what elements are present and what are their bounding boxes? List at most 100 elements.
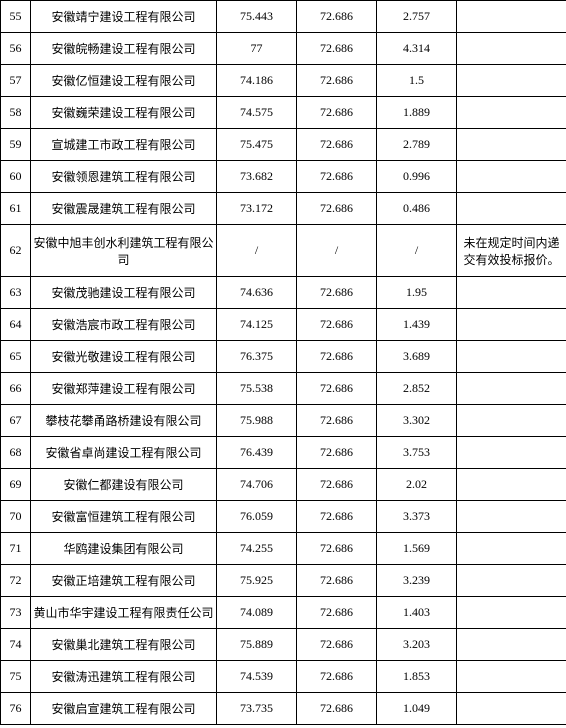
- cell-val1: 76.059: [217, 501, 297, 533]
- cell-idx: 69: [1, 469, 31, 501]
- cell-val1: 74.089: [217, 597, 297, 629]
- cell-val3: 1.569: [377, 533, 457, 565]
- cell-val2: 72.686: [297, 1, 377, 33]
- cell-idx: 56: [1, 33, 31, 65]
- cell-val3: 1.889: [377, 97, 457, 129]
- cell-idx: 74: [1, 629, 31, 661]
- cell-idx: 70: [1, 501, 31, 533]
- cell-name: 安徽启宣建筑工程有限公司: [31, 693, 217, 725]
- table-row: 72安徽正培建筑工程有限公司75.92572.6863.239: [1, 565, 566, 597]
- cell-val3: 2.757: [377, 1, 457, 33]
- cell-name: 安徽省卓尚建设工程有限公司: [31, 437, 217, 469]
- cell-name: 安徽亿恒建设工程有限公司: [31, 65, 217, 97]
- cell-val2: 72.686: [297, 565, 377, 597]
- cell-name: 安徽富恒建筑工程有限公司: [31, 501, 217, 533]
- cell-val3: /: [377, 225, 457, 277]
- cell-val2: 72.686: [297, 309, 377, 341]
- cell-val3: 3.373: [377, 501, 457, 533]
- table-row: 64安徽浩宸市政工程有限公司74.12572.6861.439: [1, 309, 566, 341]
- table-row: 60安徽领恩建筑工程有限公司73.68272.6860.996: [1, 161, 566, 193]
- cell-name: 安徽靖宁建设工程有限公司: [31, 1, 217, 33]
- cell-note: [457, 161, 566, 193]
- cell-val2: 72.686: [297, 501, 377, 533]
- cell-idx: 57: [1, 65, 31, 97]
- cell-name: 安徽仁都建设有限公司: [31, 469, 217, 501]
- cell-val1: 75.443: [217, 1, 297, 33]
- cell-idx: 75: [1, 661, 31, 693]
- cell-val2: 72.686: [297, 129, 377, 161]
- cell-val3: 3.689: [377, 341, 457, 373]
- cell-val1: 73.172: [217, 193, 297, 225]
- cell-val2: 72.686: [297, 533, 377, 565]
- cell-val2: 72.686: [297, 277, 377, 309]
- cell-name: 安徽巢北建筑工程有限公司: [31, 629, 217, 661]
- table-row: 59宣城建工市政工程有限公司75.47572.6862.789: [1, 129, 566, 161]
- cell-name: 黄山市华宇建设工程有限责任公司: [31, 597, 217, 629]
- cell-val2: 72.686: [297, 373, 377, 405]
- cell-name: 安徽领恩建筑工程有限公司: [31, 161, 217, 193]
- cell-idx: 61: [1, 193, 31, 225]
- cell-val1: 74.636: [217, 277, 297, 309]
- cell-val1: 75.925: [217, 565, 297, 597]
- table-row: 71华鸥建设集团有限公司74.25572.6861.569: [1, 533, 566, 565]
- cell-name: 安徽中旭丰创水利建筑工程有限公司: [31, 225, 217, 277]
- cell-val3: 2.852: [377, 373, 457, 405]
- cell-note: [457, 437, 566, 469]
- cell-note: [457, 65, 566, 97]
- cell-val1: 76.375: [217, 341, 297, 373]
- cell-val2: 72.686: [297, 161, 377, 193]
- table-row: 73黄山市华宇建设工程有限责任公司74.08972.6861.403: [1, 597, 566, 629]
- table-row: 55安徽靖宁建设工程有限公司75.44372.6862.757: [1, 1, 566, 33]
- cell-note: [457, 309, 566, 341]
- table-row: 58安徽巍荣建设工程有限公司74.57572.6861.889: [1, 97, 566, 129]
- cell-val1: 75.889: [217, 629, 297, 661]
- cell-val2: 72.686: [297, 629, 377, 661]
- table-row: 61安徽震晟建筑工程有限公司73.17272.6860.486: [1, 193, 566, 225]
- cell-val3: 4.314: [377, 33, 457, 65]
- table-row: 70安徽富恒建筑工程有限公司76.05972.6863.373: [1, 501, 566, 533]
- cell-name: 安徽涛迅建筑工程有限公司: [31, 661, 217, 693]
- cell-idx: 58: [1, 97, 31, 129]
- cell-val2: 72.686: [297, 405, 377, 437]
- cell-val1: 75.538: [217, 373, 297, 405]
- table-row: 62安徽中旭丰创水利建筑工程有限公司///未在规定时间内递交有效投标报价。: [1, 225, 566, 277]
- cell-val1: 76.439: [217, 437, 297, 469]
- cell-idx: 60: [1, 161, 31, 193]
- cell-val3: 0.996: [377, 161, 457, 193]
- cell-val2: 72.686: [297, 437, 377, 469]
- cell-val1: 74.539: [217, 661, 297, 693]
- cell-val2: 72.686: [297, 693, 377, 725]
- cell-val2: 72.686: [297, 33, 377, 65]
- cell-note: [457, 597, 566, 629]
- cell-note: [457, 33, 566, 65]
- cell-name: 攀枝花攀甬路桥建设有限公司: [31, 405, 217, 437]
- cell-val3: 1.5: [377, 65, 457, 97]
- table-row: 75安徽涛迅建筑工程有限公司74.53972.6861.853: [1, 661, 566, 693]
- cell-idx: 59: [1, 129, 31, 161]
- cell-note: [457, 661, 566, 693]
- cell-idx: 68: [1, 437, 31, 469]
- cell-val3: 3.239: [377, 565, 457, 597]
- cell-note: [457, 193, 566, 225]
- cell-val3: 1.95: [377, 277, 457, 309]
- cell-note: [457, 533, 566, 565]
- table-row: 68安徽省卓尚建设工程有限公司76.43972.6863.753: [1, 437, 566, 469]
- cell-note: [457, 341, 566, 373]
- cell-note: [457, 501, 566, 533]
- table-row: 57安徽亿恒建设工程有限公司74.18672.6861.5: [1, 65, 566, 97]
- cell-val3: 0.486: [377, 193, 457, 225]
- cell-note: [457, 405, 566, 437]
- cell-name: 安徽浩宸市政工程有限公司: [31, 309, 217, 341]
- table-row: 67攀枝花攀甬路桥建设有限公司75.98872.6863.302: [1, 405, 566, 437]
- cell-name: 宣城建工市政工程有限公司: [31, 129, 217, 161]
- cell-val1: 74.255: [217, 533, 297, 565]
- cell-idx: 76: [1, 693, 31, 725]
- cell-note: [457, 97, 566, 129]
- cell-val2: 72.686: [297, 193, 377, 225]
- cell-name: 安徽巍荣建设工程有限公司: [31, 97, 217, 129]
- table-row: 65安徽光敬建设工程有限公司76.37572.6863.689: [1, 341, 566, 373]
- cell-idx: 64: [1, 309, 31, 341]
- cell-name: 安徽郑萍建设工程有限公司: [31, 373, 217, 405]
- cell-name: 安徽震晟建筑工程有限公司: [31, 193, 217, 225]
- cell-note: [457, 693, 566, 725]
